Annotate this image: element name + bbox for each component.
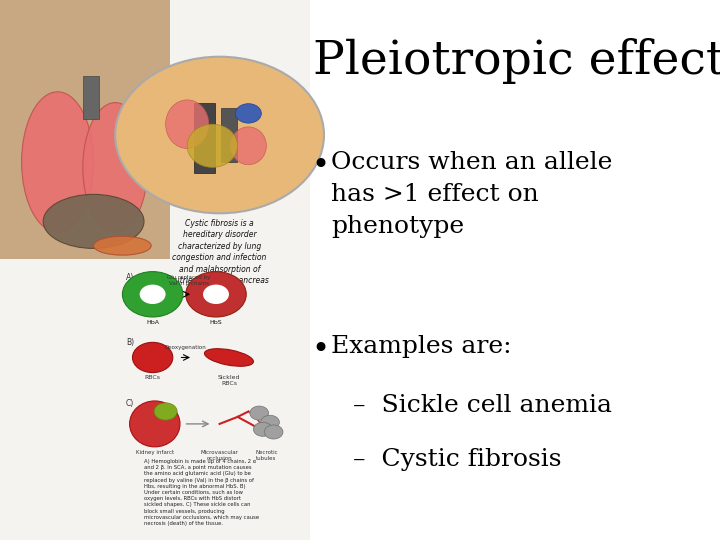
Text: B): B)	[126, 338, 134, 347]
Circle shape	[235, 104, 261, 123]
Text: Pleiotropic effects: Pleiotropic effects	[313, 38, 720, 84]
Text: Deoxygenation: Deoxygenation	[165, 345, 207, 350]
Text: A): A)	[126, 273, 134, 282]
Text: •: •	[311, 151, 330, 182]
Text: A) Hemoglobin is made up of 4 chains, 2 α
and 2 β. In SCA, a point mutation caus: A) Hemoglobin is made up of 4 chains, 2 …	[144, 459, 259, 526]
Text: RBCs: RBCs	[145, 375, 161, 380]
Text: Microvascular
occlusion: Microvascular occlusion	[201, 450, 238, 461]
Circle shape	[186, 272, 246, 317]
Ellipse shape	[130, 401, 180, 447]
Text: Cystic fibrosis is a
hereditary disorder
characterized by lung
congestion and in: Cystic fibrosis is a hereditary disorder…	[170, 219, 269, 285]
Ellipse shape	[43, 194, 144, 248]
Circle shape	[140, 285, 166, 304]
Circle shape	[253, 422, 272, 436]
Text: Occurs when an allele
has >1 effect on
phenotype: Occurs when an allele has >1 effect on p…	[331, 151, 613, 238]
Circle shape	[203, 285, 229, 304]
Bar	[221, 108, 237, 162]
Text: HbS: HbS	[210, 320, 222, 325]
Text: Necrotic
tubules: Necrotic tubules	[255, 450, 278, 461]
Bar	[194, 103, 215, 173]
Text: HbA: HbA	[146, 320, 159, 325]
Circle shape	[132, 342, 173, 373]
Text: Glu replaced by
Val in β chains: Glu replaced by Val in β chains	[167, 275, 210, 286]
Text: Kidney infarct: Kidney infarct	[136, 450, 174, 455]
Ellipse shape	[230, 127, 266, 165]
Circle shape	[154, 403, 177, 420]
Circle shape	[261, 415, 279, 429]
Bar	[83, 76, 99, 119]
Circle shape	[264, 425, 283, 439]
Text: •: •	[311, 335, 330, 366]
Bar	[0, 0, 171, 259]
Text: C): C)	[126, 399, 134, 408]
Circle shape	[250, 406, 269, 420]
Ellipse shape	[22, 92, 94, 232]
Circle shape	[122, 272, 183, 317]
Text: –  Cystic fibrosis: – Cystic fibrosis	[353, 448, 562, 471]
Circle shape	[115, 57, 324, 213]
Ellipse shape	[187, 124, 238, 167]
Text: –  Sickle cell anemia: – Sickle cell anemia	[353, 394, 612, 417]
Ellipse shape	[94, 237, 151, 255]
Ellipse shape	[166, 100, 209, 149]
Ellipse shape	[204, 349, 253, 366]
Ellipse shape	[83, 103, 148, 232]
Bar	[0, 0, 310, 540]
Text: Examples are:: Examples are:	[331, 335, 512, 358]
Text: Sickled
RBCs: Sickled RBCs	[217, 375, 240, 386]
